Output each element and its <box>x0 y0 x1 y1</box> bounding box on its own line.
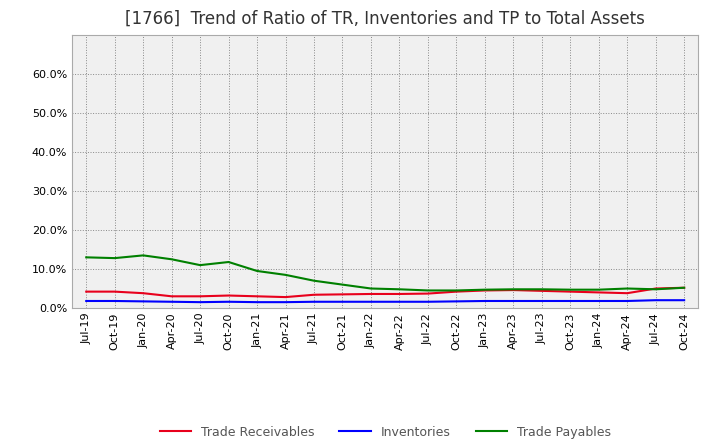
Trade Receivables <box>253 293 261 299</box>
Trade Receivables <box>680 285 688 290</box>
Inventories <box>225 299 233 304</box>
Inventories <box>139 299 148 304</box>
Inventories <box>167 299 176 304</box>
Trade Payables <box>680 285 688 290</box>
Inventories <box>480 298 489 304</box>
Inventories <box>537 298 546 304</box>
Inventories <box>652 297 660 303</box>
Trade Receivables <box>366 291 375 297</box>
Trade Payables <box>139 253 148 258</box>
Trade Receivables <box>537 288 546 293</box>
Trade Receivables <box>423 291 432 296</box>
Inventories <box>452 299 461 304</box>
Legend: Trade Receivables, Inventories, Trade Payables: Trade Receivables, Inventories, Trade Pa… <box>155 421 616 440</box>
Trade Payables <box>366 286 375 291</box>
Line: Trade Payables: Trade Payables <box>86 255 684 290</box>
Trade Payables <box>338 282 347 287</box>
Trade Receivables <box>480 288 489 293</box>
Trade Receivables <box>652 286 660 291</box>
Trade Payables <box>167 257 176 262</box>
Line: Inventories: Inventories <box>86 300 684 302</box>
Trade Payables <box>480 287 489 292</box>
Trade Payables <box>423 288 432 293</box>
Trade Receivables <box>595 290 603 295</box>
Trade Receivables <box>139 290 148 296</box>
Trade Payables <box>623 286 631 291</box>
Trade Receivables <box>225 293 233 298</box>
Inventories <box>282 300 290 305</box>
Inventories <box>338 299 347 304</box>
Trade Receivables <box>452 289 461 294</box>
Trade Payables <box>509 286 518 292</box>
Inventories <box>423 299 432 304</box>
Trade Payables <box>395 286 404 292</box>
Trade Receivables <box>110 289 119 294</box>
Trade Receivables <box>395 291 404 297</box>
Inventories <box>82 298 91 304</box>
Trade Receivables <box>310 292 318 297</box>
Trade Receivables <box>282 294 290 300</box>
Trade Receivables <box>167 293 176 299</box>
Inventories <box>110 298 119 304</box>
Trade Payables <box>537 286 546 292</box>
Inventories <box>623 298 631 304</box>
Trade Payables <box>82 255 91 260</box>
Trade Receivables <box>196 293 204 299</box>
Trade Receivables <box>509 287 518 293</box>
Inventories <box>680 297 688 303</box>
Inventories <box>595 298 603 304</box>
Inventories <box>566 298 575 304</box>
Trade Payables <box>110 256 119 261</box>
Inventories <box>395 299 404 304</box>
Trade Payables <box>652 286 660 292</box>
Trade Receivables <box>338 292 347 297</box>
Inventories <box>509 298 518 304</box>
Line: Trade Receivables: Trade Receivables <box>86 288 684 297</box>
Trade Payables <box>253 268 261 274</box>
Trade Payables <box>310 278 318 283</box>
Inventories <box>310 299 318 304</box>
Inventories <box>196 300 204 305</box>
Trade Payables <box>225 259 233 264</box>
Trade Payables <box>452 288 461 293</box>
Inventories <box>253 300 261 305</box>
Trade Receivables <box>82 289 91 294</box>
Trade Receivables <box>623 290 631 296</box>
Trade Payables <box>196 263 204 268</box>
Trade Payables <box>595 287 603 292</box>
Inventories <box>366 299 375 304</box>
Title: [1766]  Trend of Ratio of TR, Inventories and TP to Total Assets: [1766] Trend of Ratio of TR, Inventories… <box>125 10 645 28</box>
Trade Receivables <box>566 289 575 294</box>
Trade Payables <box>566 287 575 292</box>
Trade Payables <box>282 272 290 278</box>
